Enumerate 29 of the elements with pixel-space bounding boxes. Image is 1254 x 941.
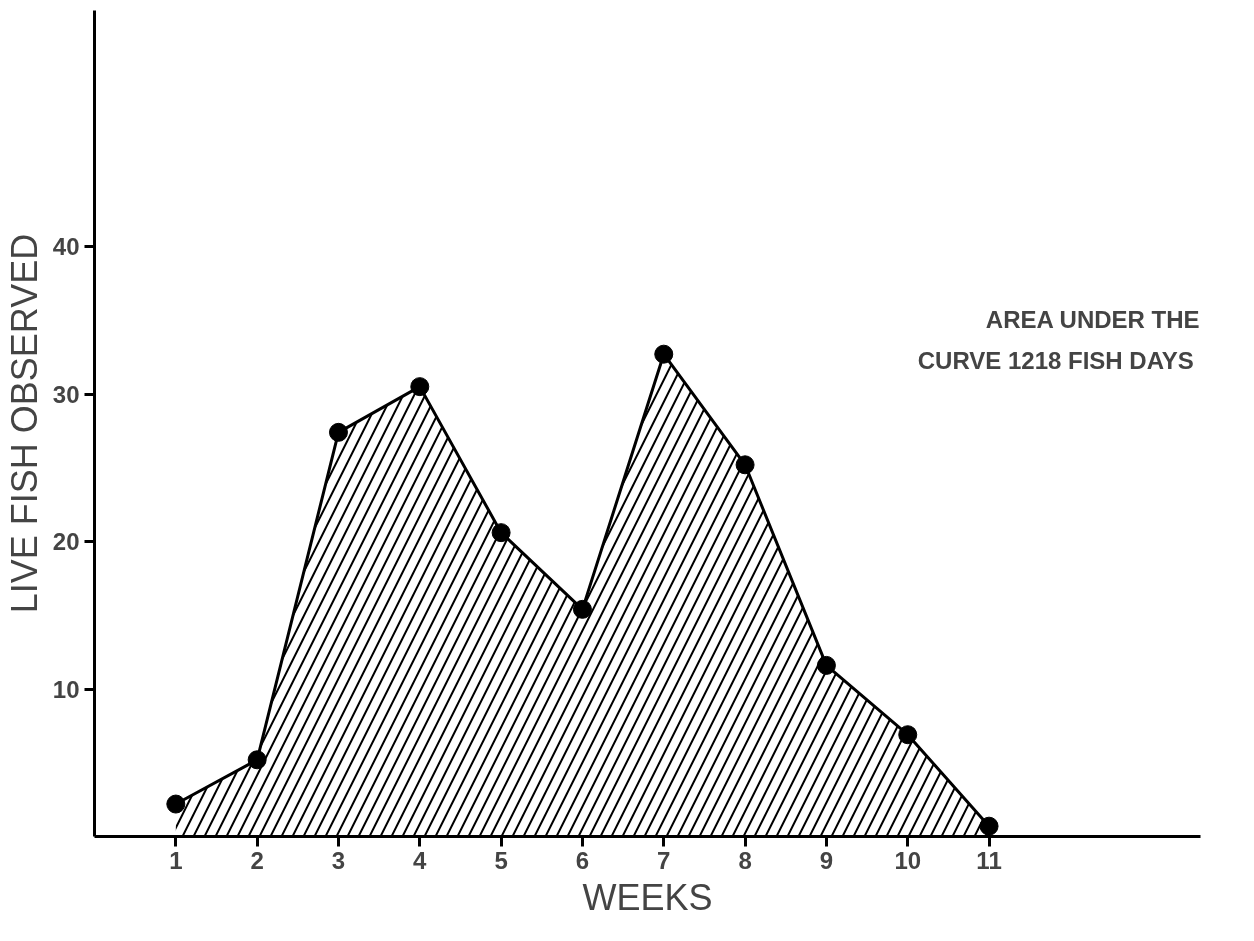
x-tick-label: 10 — [894, 846, 922, 874]
y-tick-label: 40 — [52, 233, 80, 260]
point — [328, 422, 348, 442]
point — [572, 599, 592, 619]
point — [247, 750, 267, 770]
x-tick-label: 3 — [331, 846, 346, 874]
x-tick-label: 4 — [413, 846, 428, 874]
x-tick-label: 5 — [494, 846, 508, 874]
x-tick-label: 9 — [819, 846, 834, 874]
point — [816, 655, 836, 675]
point — [654, 344, 674, 364]
point — [491, 523, 511, 543]
x-tick-label: 6 — [575, 846, 590, 874]
point — [166, 794, 186, 814]
y-tick-label: 30 — [52, 380, 80, 408]
point — [410, 377, 430, 397]
point — [979, 816, 999, 836]
x-tick-label: 1 — [169, 846, 183, 874]
x-tick-label: 2 — [250, 846, 264, 874]
x-tick-label: 8 — [738, 846, 752, 874]
y-tick-label: 20 — [52, 528, 80, 555]
x-tick-label: 11 — [976, 846, 1002, 874]
point — [735, 455, 755, 475]
x-axis-title: WEEKS — [582, 876, 713, 918]
x-tick-label: 7 — [657, 846, 671, 874]
y-axis-title: LIVE FISH OBSERVED — [3, 233, 45, 614]
annotation: AREA UNDER THE CURVE 1218 FISH DAYS — [917, 306, 1200, 374]
y-tick-label: 10 — [52, 675, 80, 703]
point — [898, 725, 918, 745]
